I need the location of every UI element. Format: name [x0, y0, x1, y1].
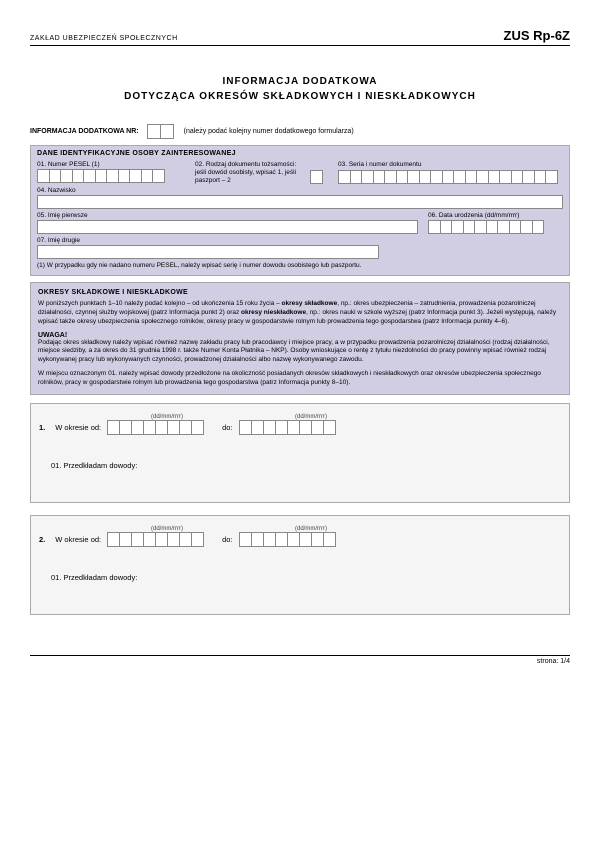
title-block: INFORMACJA DODATKOWA DOTYCZĄCA OKRESÓW S… — [30, 74, 570, 104]
pesel-label: 01. Numer PESEL (1) — [37, 161, 185, 168]
doc-type-label: 02. Rodzaj dokumentu tożsamości: jeśli d… — [195, 161, 300, 184]
title-line-2: DOTYCZĄCA OKRESÓW SKŁADKOWYCH I NIESKŁAD… — [30, 89, 570, 104]
firstname-input[interactable] — [37, 220, 418, 234]
evidence-label-1: 01. Przedkładam dowody: — [51, 461, 561, 470]
form-code: ZUS Rp-6Z — [504, 28, 570, 43]
info-nr-row: INFORMACJA DODATKOWA NR: (należy podać k… — [30, 124, 570, 139]
info-nr-boxes[interactable] — [147, 124, 174, 139]
period-to-input-2[interactable] — [239, 532, 336, 547]
period-block-2: (dd/mm/rrrr) (dd/mm/rrrr) 2. W okresie o… — [30, 515, 570, 615]
pesel-input[interactable] — [37, 169, 185, 183]
surname-input[interactable] — [37, 195, 563, 209]
doc-num-input[interactable] — [338, 170, 563, 184]
period-from-input-2[interactable] — [107, 532, 204, 547]
dob-input[interactable] — [428, 220, 563, 234]
id-section-title: DANE IDENTYFIKACYJNE OSOBY ZAINTERESOWAN… — [37, 150, 563, 157]
surname-label: 04. Nazwisko — [37, 187, 563, 194]
page-footer: strona: 1/4 — [30, 655, 570, 665]
period-to-input-1[interactable] — [239, 420, 336, 435]
period-num-2: 2. — [39, 535, 45, 544]
page-header: ZAKŁAD UBEZPIECZEŃ SPOŁECZNYCH ZUS Rp-6Z — [30, 28, 570, 46]
periods-p2: Podając okres składkowy należy wpisać ró… — [38, 339, 562, 365]
section-identification: DANE IDENTYFIKACYJNE OSOBY ZAINTERESOWAN… — [30, 145, 570, 276]
period-num-1: 1. — [39, 423, 45, 432]
period-to-label-2: do: — [222, 535, 232, 544]
secondname-label: 07. Imię drugie — [37, 237, 563, 244]
uwaga-label: UWAGA! — [38, 332, 562, 339]
periods-p3: W miejscu oznaczonym 01. należy wpisać d… — [38, 370, 562, 388]
firstname-label: 05. Imię pierwsze — [37, 212, 418, 219]
periods-title: OKRESY SKŁADKOWE I NIESKŁADKOWE — [38, 289, 562, 296]
period-block-1: (dd/mm/rrrr) (dd/mm/rrrr) 1. W okresie o… — [30, 403, 570, 503]
info-nr-note: (należy podać kolejny numer dodatkowego … — [184, 128, 354, 135]
section-periods: OKRESY SKŁADKOWE I NIESKŁADKOWE W poniżs… — [30, 282, 570, 394]
period-from-label-2: W okresie od: — [55, 535, 101, 544]
period-from-input-1[interactable] — [107, 420, 204, 435]
doc-type-input[interactable] — [310, 170, 328, 184]
secondname-input[interactable] — [37, 245, 379, 259]
page-number: strona: 1/4 — [537, 658, 570, 665]
evidence-label-2: 01. Przedkładam dowody: — [51, 573, 561, 582]
period-from-label-1: W okresie od: — [55, 423, 101, 432]
org-name: ZAKŁAD UBEZPIECZEŃ SPOŁECZNYCH — [30, 35, 178, 42]
periods-p1: W poniższych punktach 1–10 należy podać … — [38, 300, 562, 326]
doc-num-label: 03. Seria i numer dokumentu — [338, 161, 563, 168]
period-to-label-1: do: — [222, 423, 232, 432]
dob-label: 06. Data urodzenia (dd/mm/rrrr) — [428, 212, 563, 219]
pesel-footnote: (1) W przypadku gdy nie nadano numeru PE… — [37, 262, 563, 269]
title-line-1: INFORMACJA DODATKOWA — [30, 74, 570, 89]
info-nr-label: INFORMACJA DODATKOWA NR: — [30, 128, 139, 135]
